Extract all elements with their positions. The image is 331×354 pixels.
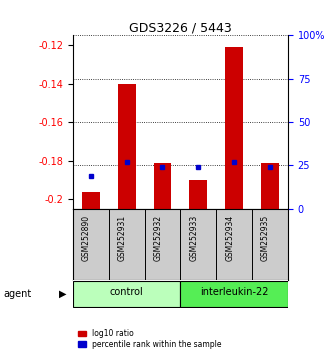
Title: GDS3226 / 5443: GDS3226 / 5443 [129,21,232,34]
Bar [154,162,171,209]
Text: GSM252934: GSM252934 [225,215,234,261]
Bar [261,162,279,209]
Bar [73,281,180,307]
Text: GSM252890: GSM252890 [82,215,91,261]
Legend: log10 ratio, percentile rank within the sample: log10 ratio, percentile rank within the … [77,327,223,350]
Bar [118,84,136,209]
Text: GSM252932: GSM252932 [154,215,163,261]
Bar [82,192,100,209]
Bar [189,180,207,209]
Text: interleukin-22: interleukin-22 [200,287,268,297]
Text: GSM252935: GSM252935 [261,215,270,261]
Text: GSM252931: GSM252931 [118,215,126,261]
Text: control: control [110,287,143,297]
Text: ▶: ▶ [59,289,67,299]
Text: GSM252933: GSM252933 [189,215,198,261]
Text: agent: agent [3,289,31,299]
Bar [225,47,243,209]
Bar [180,281,288,307]
